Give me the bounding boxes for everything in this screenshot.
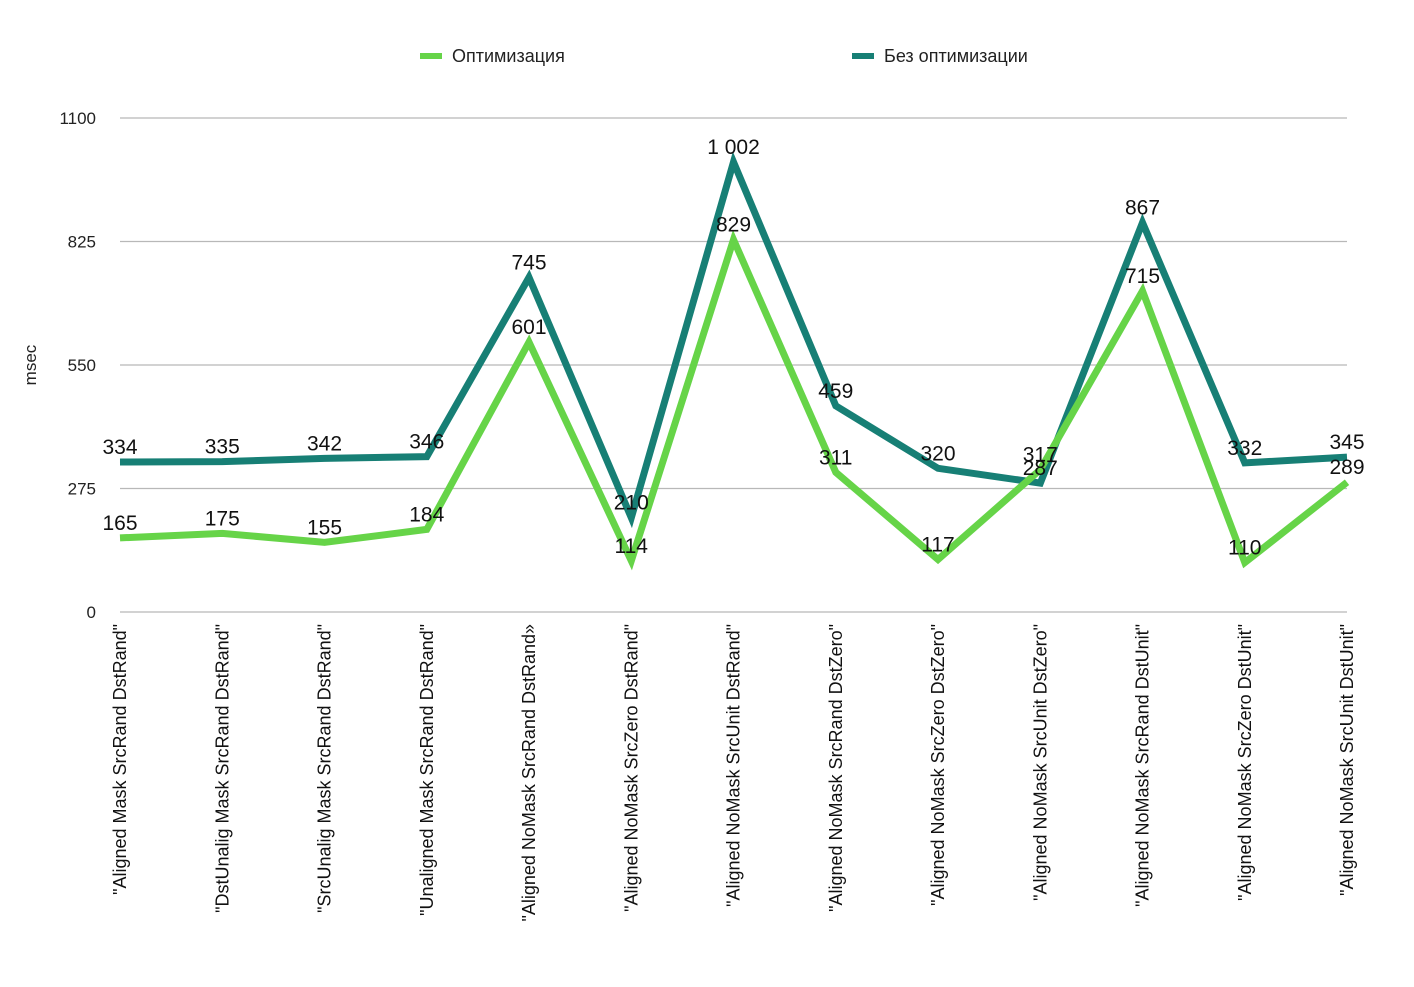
x-category-label: "DstUnalig Mask SrcRand DstRand" [212, 624, 232, 913]
data-label: 715 [1125, 265, 1160, 288]
y-tick-label: 1100 [59, 109, 96, 128]
data-label: 114 [615, 535, 649, 558]
x-category-label: "Aligned Mask SrcRand DstRand" [110, 624, 130, 895]
data-label: 320 [920, 442, 955, 465]
data-label: 289 [1329, 456, 1364, 479]
data-label: 110 [1228, 537, 1261, 560]
data-label: 459 [818, 380, 853, 403]
data-label: 184 [409, 503, 444, 526]
x-category-label: "Aligned NoMask SrcRand DstZero" [826, 624, 846, 912]
data-label: 287 [1023, 457, 1058, 480]
y-axis: 0 275 550 825 1100 msec [21, 109, 96, 622]
y-tick-label: 550 [68, 356, 96, 375]
series-line-0 [120, 240, 1347, 563]
data-label: 867 [1125, 197, 1160, 220]
data-label: 1 002 [707, 136, 760, 159]
legend-label: Оптимизация [452, 46, 565, 66]
x-category-label: "Aligned NoMask SrcUnit DstRand" [724, 624, 744, 907]
data-label: 346 [409, 431, 444, 454]
x-category-label: "Aligned NoMask SrcUnit DstZero" [1030, 624, 1050, 901]
legend: Оптимизация Без оптимизации [420, 46, 1028, 66]
data-label: 210 [614, 492, 649, 515]
data-label: 165 [102, 512, 137, 535]
x-category-label: "Unaligned Mask SrcRand DstRand" [417, 624, 437, 916]
data-label: 175 [205, 507, 240, 530]
y-tick-label: 275 [68, 480, 96, 499]
data-label: 311 [819, 446, 852, 469]
data-label: 332 [1227, 437, 1262, 460]
x-category-label: "SrcUnalig Mask SrcRand DstRand" [315, 624, 335, 913]
y-tick-label: 0 [87, 603, 96, 622]
x-category-label: "Aligned NoMask SrcZero DstUnit" [1235, 624, 1255, 901]
data-label: 335 [205, 436, 240, 459]
data-label: 345 [1329, 431, 1364, 454]
y-tick-label: 825 [68, 233, 96, 252]
x-axis: "Aligned Mask SrcRand DstRand" "DstUnalig… [110, 624, 1357, 922]
data-label: 117 [921, 533, 954, 556]
legend-label: Без оптимизации [884, 46, 1028, 66]
data-label: 155 [307, 516, 342, 539]
data-label: 334 [102, 436, 137, 459]
x-category-label: "Aligned NoMask SrcZero DstZero" [928, 624, 948, 906]
x-category-label: "Aligned NoMask SrcUnit DstUnit" [1337, 624, 1357, 896]
x-category-label: "Aligned NoMask SrcRand DstUnit" [1133, 624, 1153, 907]
data-label: 745 [511, 251, 546, 274]
x-category-label: "Aligned NoMask SrcRand DstRand» [519, 624, 539, 922]
x-category-label: "Aligned NoMask SrcZero DstRand" [621, 624, 641, 912]
data-label: 829 [716, 214, 751, 237]
data-label: 601 [511, 316, 546, 339]
data-label: 342 [307, 432, 342, 455]
y-axis-title: msec [21, 344, 40, 385]
